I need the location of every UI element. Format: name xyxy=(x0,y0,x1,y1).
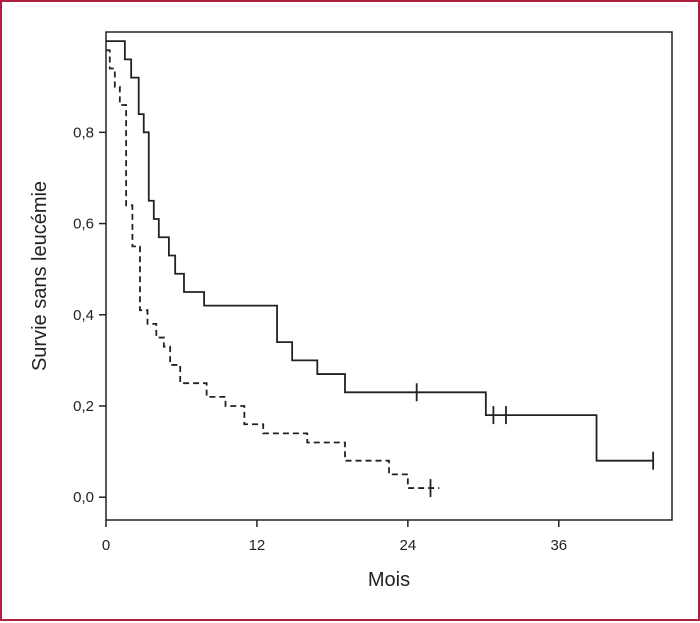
x-axis-title: Mois xyxy=(368,569,410,591)
y-axis-ticks: 0,0 0,2 0,4 0,6 0,8 xyxy=(73,124,106,506)
x-tick-label: 24 xyxy=(400,537,417,554)
plot-area xyxy=(105,31,673,521)
x-axis-ticks: 0 12 24 36 xyxy=(102,520,567,554)
y-tick-label: 0,4 xyxy=(73,307,94,324)
y-tick-label: 0,8 xyxy=(73,124,94,141)
y-tick-label: 0,6 xyxy=(73,216,94,233)
y-tick-label: 0,0 xyxy=(73,489,94,506)
x-tick-label: 36 xyxy=(550,537,567,554)
survival-curve-solid xyxy=(106,40,654,462)
survival-curve-dashed xyxy=(106,49,440,489)
series-layer xyxy=(106,40,655,498)
y-axis-title: Survie sans leucémie xyxy=(29,181,51,371)
x-tick-label: 12 xyxy=(249,537,266,554)
x-tick-label: 0 xyxy=(102,537,110,554)
y-tick-label: 0,2 xyxy=(73,398,94,415)
